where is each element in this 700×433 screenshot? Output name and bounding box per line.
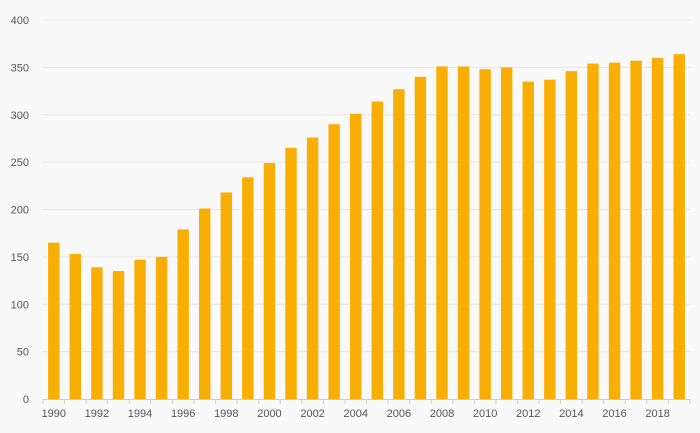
bar-1996[interactable] [177, 229, 189, 399]
bar-2012[interactable] [522, 81, 534, 400]
y-tick-label-250: 250 [11, 157, 29, 169]
bar-2000[interactable] [263, 163, 276, 399]
bar-2004[interactable] [350, 113, 362, 400]
y-tick-label-350: 350 [11, 62, 29, 74]
x-tick-label-1994: 1994 [128, 408, 152, 420]
y-tick-label-100: 100 [11, 299, 29, 311]
x-tick-label-2000: 2000 [257, 408, 281, 420]
bar-2011[interactable] [500, 67, 513, 399]
bar-2005[interactable] [371, 101, 383, 400]
bar-1991[interactable] [69, 254, 82, 399]
bar-2016[interactable] [608, 62, 621, 399]
bar-2017[interactable] [630, 60, 642, 400]
x-tick-label-2004: 2004 [343, 408, 367, 420]
x-tick-label-2008: 2008 [430, 408, 454, 420]
x-tick-label-1998: 1998 [214, 408, 238, 420]
bar-1999[interactable] [242, 177, 254, 399]
x-tick-label-1992: 1992 [85, 408, 109, 420]
bar-2018[interactable] [651, 57, 664, 400]
bar-1994[interactable] [134, 259, 146, 399]
bar-1992[interactable] [91, 267, 103, 399]
x-tick-label-2010: 2010 [473, 408, 497, 420]
x-tick-label-1990: 1990 [42, 408, 66, 420]
bar-2003[interactable] [328, 124, 340, 399]
axes [42, 399, 691, 404]
bar-2009[interactable] [457, 66, 470, 400]
x-tick-label-2016: 2016 [602, 408, 626, 420]
gridlines [43, 19, 690, 353]
bar-2008[interactable] [436, 66, 448, 400]
y-tick-label-0: 0 [23, 394, 29, 406]
y-tick-label-50: 50 [17, 347, 29, 359]
y-tick-label-150: 150 [11, 252, 29, 264]
x-tick-label-2002: 2002 [300, 408, 324, 420]
bar-2014[interactable] [565, 71, 578, 399]
bar-1993[interactable] [112, 271, 125, 399]
y-tick-label-300: 300 [11, 110, 29, 122]
bar-1995[interactable] [155, 256, 168, 399]
bar-2010[interactable] [479, 69, 491, 400]
bars [48, 54, 685, 400]
bar-2006[interactable] [393, 89, 405, 399]
y-tick-label-400: 400 [11, 15, 29, 27]
x-tick-label-1996: 1996 [171, 408, 195, 420]
tick-labels: 0 50 100 150 200 250 300 350 400 1990 1992 1994 1996… [11, 15, 670, 420]
y-tick-label-200: 200 [11, 205, 29, 217]
bar-2019[interactable] [673, 54, 685, 400]
bar-1990[interactable] [48, 242, 60, 399]
bar-1998[interactable] [220, 192, 233, 399]
x-tick-label-2006: 2006 [387, 408, 411, 420]
x-tick-label-2014: 2014 [559, 408, 583, 420]
x-tick-label-2012: 2012 [516, 408, 540, 420]
bar-2013[interactable] [544, 79, 556, 399]
bar-2015[interactable] [587, 63, 599, 400]
bar-2001[interactable] [285, 147, 297, 399]
bar-1997[interactable] [199, 208, 211, 399]
bar-2002[interactable] [306, 137, 319, 400]
x-tick-label-2018: 2018 [645, 408, 669, 420]
bar-2007[interactable] [414, 76, 427, 399]
